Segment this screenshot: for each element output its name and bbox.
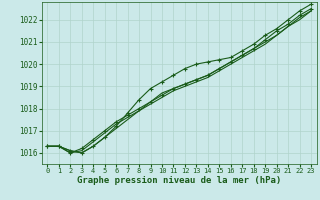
X-axis label: Graphe pression niveau de la mer (hPa): Graphe pression niveau de la mer (hPa)	[77, 176, 281, 185]
